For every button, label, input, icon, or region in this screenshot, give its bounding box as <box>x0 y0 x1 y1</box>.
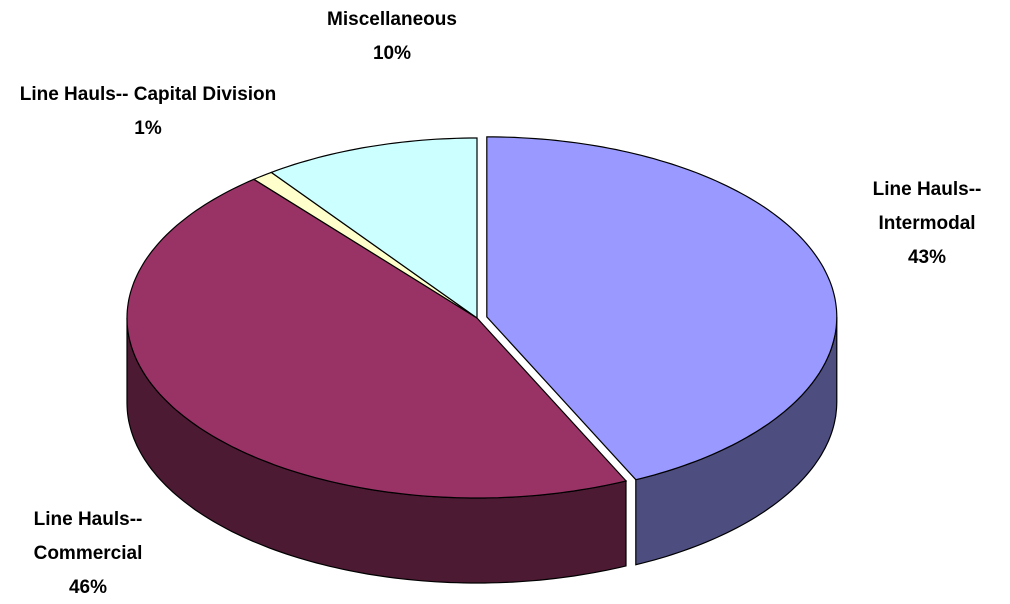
data-label: Line Hauls-- Commercial 46% <box>3 503 173 604</box>
data-label: Line Hauls-- Capital Division 1% <box>13 78 283 146</box>
label-value: 10% <box>372 43 412 64</box>
label-value: 1% <box>134 118 162 139</box>
pie-slice <box>270 137 478 320</box>
label-name: Line Hauls-- Intermodal <box>872 179 982 234</box>
data-label: Miscellaneous 10% <box>282 3 502 71</box>
label-name: Line Hauls-- Capital Division <box>19 84 277 105</box>
pie-slice <box>126 178 628 499</box>
label-value: 46% <box>68 577 108 598</box>
pie-slice <box>486 136 838 481</box>
label-name: Line Hauls-- Commercial <box>33 509 143 564</box>
label-value: 43% <box>907 247 947 268</box>
data-label: Line Hauls-- Intermodal 43% <box>842 173 1010 275</box>
label-name: Miscellaneous <box>327 9 457 30</box>
